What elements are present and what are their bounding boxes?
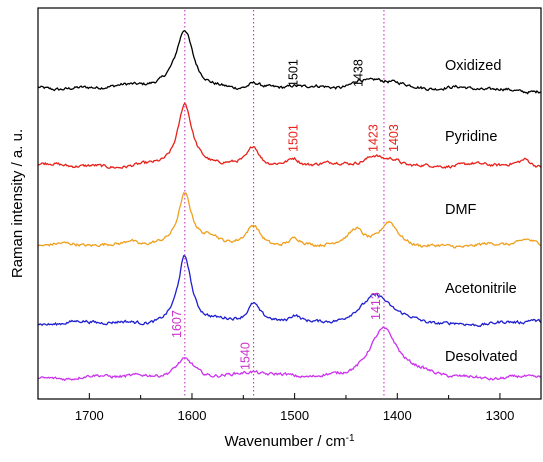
peak-annotation-desolvated-1607: 1607	[170, 310, 184, 338]
spectra	[37, 29, 542, 382]
series-line-oxidized	[37, 29, 542, 95]
x-tick-label-1300: 1300	[485, 408, 514, 423]
plot-frame	[37, 7, 542, 400]
series-label-acetonitrile: Acetonitrile	[445, 281, 517, 297]
reference-lines	[184, 10, 385, 397]
x-axis-ticks: 1700 1600 1500 1400 1300	[37, 393, 514, 423]
series-label-dmf: DMF	[445, 202, 477, 218]
series-line-acetonitrile	[37, 254, 542, 328]
series-labels: Oxidized Pyridine DMF Acetonitrile Desolvate…	[445, 58, 518, 365]
series-label-oxidized: Oxidized	[445, 58, 501, 74]
peak-annotation-desolvated-1540: 1540	[239, 342, 253, 370]
series-label-desolvated: Desolvated	[445, 349, 518, 365]
peak-annotation-pyridine-1403: 1403	[387, 124, 401, 152]
y-axis-label: Raman intensity / a. u.	[9, 129, 26, 278]
series-label-pyridine: Pyridine	[445, 129, 497, 145]
series-line-desolvated	[37, 326, 542, 382]
x-tick-label-1400: 1400	[383, 408, 412, 423]
series-line-dmf	[37, 192, 542, 249]
x-axis-label: Wavenumber / cm-1	[224, 433, 354, 451]
series-line-pyridine	[37, 102, 542, 169]
peak-annotation-oxidized-1501: 1501	[287, 59, 301, 87]
peak-annotation-oxidized-1438: 1438	[351, 59, 365, 87]
peak-annotations: 1501 1438 1501 1423 1403 1607 1540 1413	[170, 59, 401, 370]
peak-annotation-pyridine-1423: 1423	[367, 124, 381, 152]
peak-annotation-desolvated-1413: 1413	[369, 292, 383, 320]
x-tick-label-1600: 1600	[178, 408, 207, 423]
peak-annotation-pyridine-1501: 1501	[287, 124, 301, 152]
x-tick-label-1700: 1700	[75, 408, 104, 423]
x-tick-label-1500: 1500	[280, 408, 309, 423]
